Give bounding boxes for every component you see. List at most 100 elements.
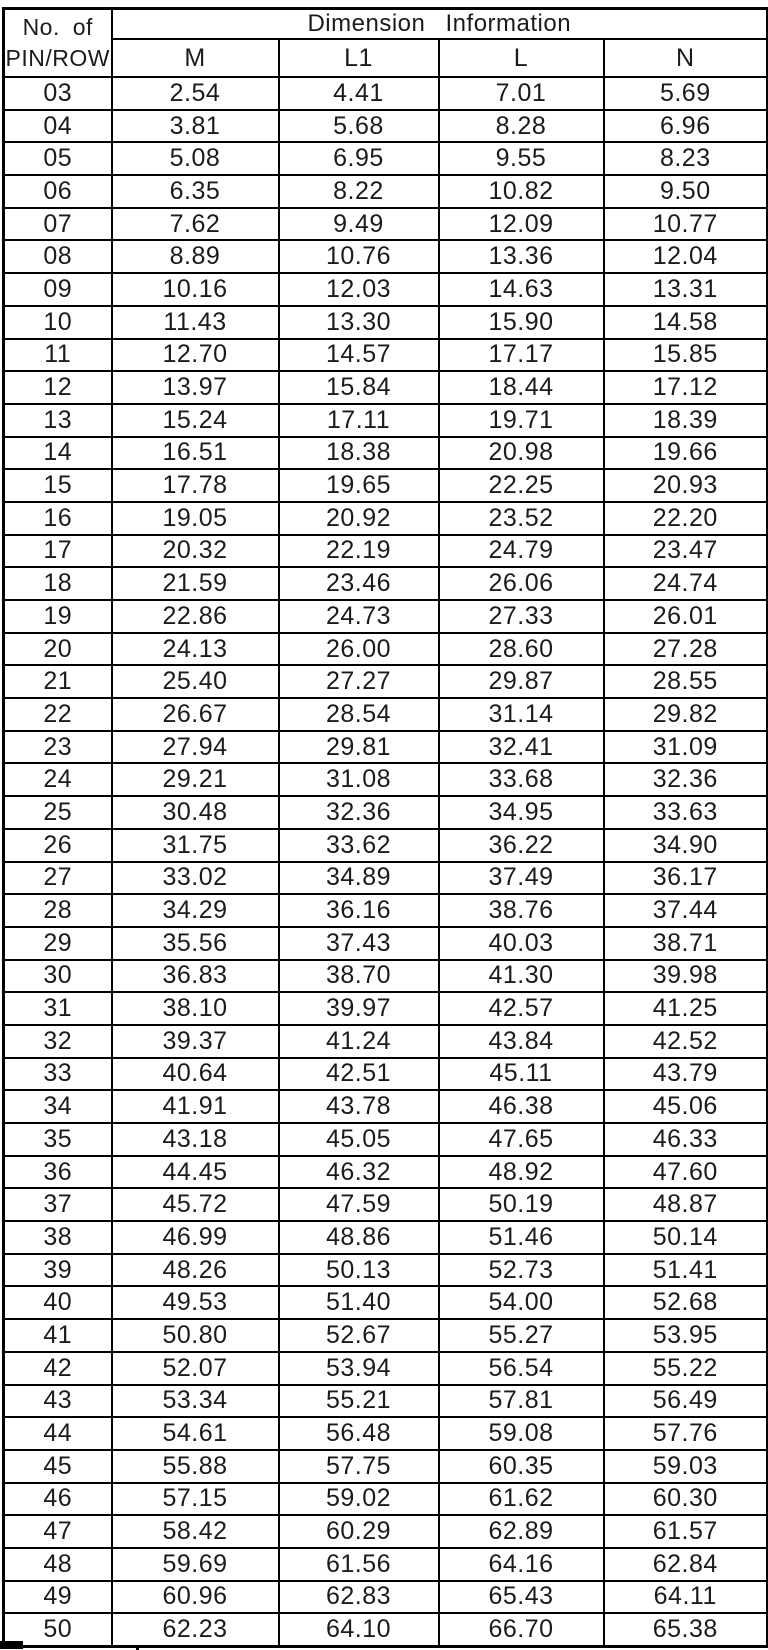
dimension-value-cell: 61.56 [277,1546,440,1582]
table-row: 08 8.89 10.76 13.36 12.04 [2,239,768,275]
pin-count-cell: 39 [2,1252,113,1288]
bottom-border-tick [136,1645,139,1650]
pin-count-cell: 30 [2,958,113,994]
dimension-value-cell: 33.68 [437,762,605,798]
pin-count-cell: 03 [2,76,113,111]
pin-count-cell: 04 [2,108,113,144]
dimension-value-cell: 22.19 [277,533,440,569]
dimension-value-cell: 19.65 [277,468,440,503]
dimension-value-cell: 22.25 [437,468,605,503]
dimension-value-cell: 57.81 [437,1383,605,1419]
dimension-value-cell: 42.57 [437,991,605,1026]
dimension-value-cell: 55.88 [110,1448,280,1484]
dimension-value-cell: 62.23 [110,1612,280,1647]
dimension-value-cell: 28.60 [437,631,605,667]
pin-count-cell: 37 [2,1187,113,1223]
dimension-value-cell: 20.98 [437,435,605,471]
dimension-value-cell: 3.81 [110,108,280,144]
dimension-value-cell: 57.75 [277,1448,440,1484]
dimension-value-cell: 5.68 [277,108,440,144]
dimension-value-cell: 38.76 [437,893,605,928]
dimension-value-cell: 64.11 [602,1579,768,1615]
table-row: 38 46.99 48.86 51.46 50.14 [2,1220,768,1255]
dimension-value-cell: 33.62 [277,827,440,863]
dimension-value-cell: 55.21 [277,1383,440,1419]
pin-count-cell: 22 [2,697,113,732]
table-row: 37 45.72 47.59 50.19 48.87 [2,1187,768,1223]
dimension-value-cell: 55.22 [602,1350,768,1386]
dimension-value-cell: 21.59 [110,566,280,601]
dimension-value-cell: 61.62 [437,1481,605,1517]
dimension-value-cell: 41.25 [602,991,768,1026]
dimension-value-cell: 16.51 [110,435,280,471]
dimension-value-cell: 10.16 [110,272,280,307]
pin-count-cell: 42 [2,1350,113,1386]
pin-count-cell: 47 [2,1514,113,1549]
dimension-value-cell: 24.79 [437,533,605,569]
table-row: 45 55.88 57.75 60.35 59.03 [2,1448,768,1484]
table-row: 15 17.78 19.65 22.25 20.93 [2,468,768,503]
dimension-value-cell: 20.92 [277,500,440,536]
dimension-value-cell: 59.08 [437,1416,605,1451]
dimension-value-cell: 51.40 [277,1285,440,1321]
group-header-cell: Dimension Information [110,7,768,40]
table-row: 06 6.35 8.22 10.82 9.50 [2,174,768,209]
dimension-value-cell: 61.57 [602,1514,768,1549]
dimension-value-cell: 27.33 [437,599,605,634]
table-row: 43 53.34 55.21 57.81 56.49 [2,1383,768,1419]
table-body: 03 2.54 4.41 7.01 5.69 04 3.81 5.68 8.28 6.96 05 5.… [2,76,768,1647]
dimension-value-cell: 15.84 [277,370,440,405]
dimension-value-cell: 11.43 [110,304,280,340]
dimension-value-cell: 52.07 [110,1350,280,1386]
table-row: 20 24.13 26.00 28.60 27.28 [2,631,768,667]
dimension-value-cell: 26.06 [437,566,605,601]
dimension-value-cell: 38.71 [602,925,768,961]
dimension-value-cell: 48.92 [437,1154,605,1190]
header-row-columns: M L1 L N [4,38,768,78]
dimension-value-cell: 27.27 [277,664,440,700]
dimension-value-cell: 50.13 [277,1252,440,1288]
pin-count-cell: 06 [2,174,113,209]
column-header-n: N [602,38,768,78]
dimension-value-cell: 60.29 [277,1514,440,1549]
dimension-value-cell: 6.96 [602,108,768,144]
dimension-value-cell: 13.30 [277,304,440,340]
dimension-value-cell: 39.37 [110,1023,280,1059]
dimension-value-cell: 17.17 [437,337,605,373]
dimension-value-cell: 28.54 [277,697,440,732]
pin-count-cell: 09 [2,272,113,307]
table-row: 11 12.70 14.57 17.17 15.85 [2,337,768,373]
pin-count-cell: 49 [2,1579,113,1615]
pin-count-cell: 25 [2,795,113,830]
table-row: 34 41.91 43.78 46.38 45.06 [2,1089,768,1124]
table-row: 14 16.51 18.38 20.98 19.66 [2,435,768,471]
dimension-value-cell: 60.35 [437,1448,605,1484]
dimension-value-cell: 47.60 [602,1154,768,1190]
dimension-value-cell: 10.76 [277,239,440,275]
dimension-value-cell: 62.83 [277,1579,440,1615]
table-row: 07 7.62 9.49 12.09 10.77 [2,206,768,242]
dimension-value-cell: 52.73 [437,1252,605,1288]
column-header-l: L [437,38,605,78]
column-header-m: M [110,38,280,78]
dimension-value-cell: 43.79 [602,1056,768,1092]
dimension-value-cell: 38.10 [110,991,280,1026]
dimension-value-cell: 43.18 [110,1122,280,1157]
dimension-value-cell: 47.65 [437,1122,605,1157]
pin-count-cell: 41 [2,1318,113,1353]
dimension-value-cell: 10.82 [437,174,605,209]
dimension-value-cell: 23.46 [277,566,440,601]
dimension-value-cell: 42.51 [277,1056,440,1092]
dimension-value-cell: 53.34 [110,1383,280,1419]
dimension-value-cell: 14.58 [602,304,768,340]
dimension-value-cell: 26.67 [110,697,280,732]
dimension-value-cell: 54.61 [110,1416,280,1451]
dimension-value-cell: 15.24 [110,402,280,438]
dimension-value-cell: 37.43 [277,925,440,961]
pin-count-cell: 38 [2,1220,113,1255]
dimension-value-cell: 33.63 [602,795,768,830]
table-row: 10 11.43 13.30 15.90 14.58 [2,304,768,340]
dimension-value-cell: 36.17 [602,860,768,896]
pin-count-cell: 20 [2,631,113,667]
